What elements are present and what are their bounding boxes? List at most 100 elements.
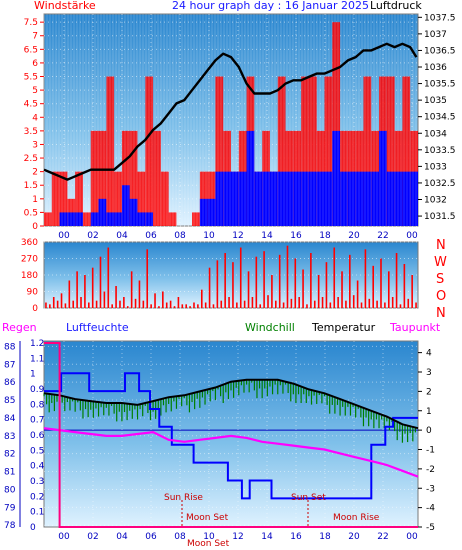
wind-avg-bar [316, 171, 325, 226]
wind-avg-bar [114, 212, 122, 226]
temperature-tick-label: 2 [426, 387, 432, 397]
wind-avg-bar [277, 171, 286, 226]
wind-tick-label: 4.5 [24, 100, 38, 110]
windchill-label: Windchill [245, 321, 295, 334]
wind-avg-bar [324, 171, 333, 226]
rain-tick-label: 0.8 [30, 400, 45, 410]
pressure-tick-label: 1036.5 [424, 46, 456, 56]
wind-tick-label: 6 [32, 59, 38, 69]
luftfeuchte-label: Luftfeuchte [66, 321, 129, 334]
wind-gust-bar [44, 212, 52, 226]
chart-title: 24 hour graph day : 16 Januar 2025 [172, 0, 369, 12]
sun-set-label: Sun Set [291, 493, 326, 503]
moon-set-label-2: Moon Set [187, 539, 230, 549]
wind-gust-bar [106, 76, 115, 226]
wind-avg-bar [340, 171, 348, 226]
temperature-tick-label: -3 [426, 484, 435, 494]
dewpoint-line [43, 427, 419, 478]
direction-tick-label: 90 [27, 288, 39, 298]
humidity-tick-label: 83 [4, 432, 15, 442]
pressure-tick-label: 1034 [424, 129, 447, 139]
wind-gust-bar [67, 198, 76, 226]
windstaerke-label: Windstärke [34, 0, 96, 12]
humidity-tick-label: 80 [4, 485, 16, 495]
time-tick-label-upper: 12 [232, 231, 243, 241]
time-tick-label-upper: 02 [87, 231, 98, 241]
wind-avg-bar [254, 171, 263, 226]
time-tick-label-lower: 04 [116, 532, 128, 542]
pressure-tick-label: 1035 [424, 96, 447, 106]
pressure-series [43, 42, 418, 181]
humidity-tick-label: 87 [4, 360, 15, 370]
time-tick-label-lower: 22 [377, 532, 388, 542]
time-tick-label-upper: 04 [116, 231, 128, 241]
temperatur-label: Temperatur [311, 321, 376, 334]
wind-gust-bar [168, 212, 177, 226]
temperature-tick-label: 1 [426, 407, 432, 417]
wind-bars [43, 14, 418, 227]
dir-letter-w: W [434, 255, 447, 270]
wind-gust-bar [153, 130, 161, 226]
wind-tick-label: 0 [32, 222, 38, 232]
temperature-tick-label: -4 [426, 504, 435, 514]
direction-tick-label: 0 [32, 304, 38, 314]
wind-gust-bar [59, 171, 68, 226]
wind-avg-bar [59, 212, 68, 226]
temperature-humidity-panel [43, 340, 419, 528]
wind-avg-bar [402, 171, 411, 226]
wind-avg-bar [293, 171, 302, 226]
rain-tick-label: 0 [30, 523, 36, 533]
wind-avg-bar [246, 130, 255, 226]
wind-gust-bar [402, 76, 411, 226]
rain-tick-label: 0.3 [30, 477, 44, 487]
humidity-tick-label: 84 [4, 414, 16, 424]
rain-tick-label: 0.2 [30, 492, 44, 502]
temperature-tick-label: -1 [426, 446, 435, 456]
wind-gust-bar [324, 76, 333, 226]
wind-avg-bar [231, 171, 239, 226]
rain-tick-label: 0.6 [30, 431, 45, 441]
wind-tick-label: 1.5 [24, 181, 38, 191]
wind-avg-bar [215, 171, 224, 226]
pressure-tick-label: 1035.5 [424, 80, 456, 90]
time-tick-label-lower: 00 [406, 532, 418, 542]
wind-avg-bar [379, 130, 387, 226]
dir-letter-s: S [436, 272, 444, 287]
wind-avg-bar [67, 212, 76, 226]
wind-gust-bar [301, 76, 309, 226]
wind-tick-label: 7 [32, 32, 38, 42]
wind-gust-bar [137, 171, 146, 226]
direction-bars [45, 245, 417, 308]
pressure-tick-label: 1034.5 [424, 113, 456, 123]
time-tick-label-upper: 14 [261, 231, 273, 241]
pressure-tick-label: 1037.5 [424, 13, 456, 23]
wind-gust-bar [51, 171, 60, 226]
wind-tick-label: 2.5 [24, 154, 38, 164]
wind-avg-bar [129, 198, 138, 226]
time-tick-label-lower: 10 [203, 532, 215, 542]
wind-avg-bar [371, 171, 380, 226]
wind-tick-label: 3.5 [24, 127, 38, 137]
time-tick-label-lower: 18 [319, 532, 331, 542]
wind-avg-bar [308, 171, 317, 226]
pressure-tick-label: 1037 [424, 30, 447, 40]
time-tick-label-upper: 22 [377, 231, 388, 241]
wind-gust-bar [114, 171, 122, 226]
wind-tick-label: 1 [32, 195, 38, 205]
direction-tick-label: 360 [21, 238, 38, 248]
wind-avg-bar [269, 171, 278, 226]
taupunkt-label: Taupunkt [389, 321, 441, 334]
wind-tick-label: 0.5 [24, 208, 38, 218]
time-tick-label-lower: 20 [348, 532, 360, 542]
wind-gust-bar [192, 212, 200, 226]
wind-tick-label: 3 [32, 140, 38, 150]
pressure-tick-label: 1033.5 [424, 146, 456, 156]
time-tick-label-upper: 16 [290, 231, 302, 241]
wind-gust-bar [145, 76, 154, 226]
wind-avg-bar [347, 171, 356, 226]
wind-tick-label: 2 [32, 168, 38, 178]
lower-series [43, 342, 419, 528]
wind-avg-bar [394, 171, 403, 226]
wind-tick-label: 6.5 [24, 45, 38, 55]
rain-tick-label: 1.1 [30, 354, 44, 364]
